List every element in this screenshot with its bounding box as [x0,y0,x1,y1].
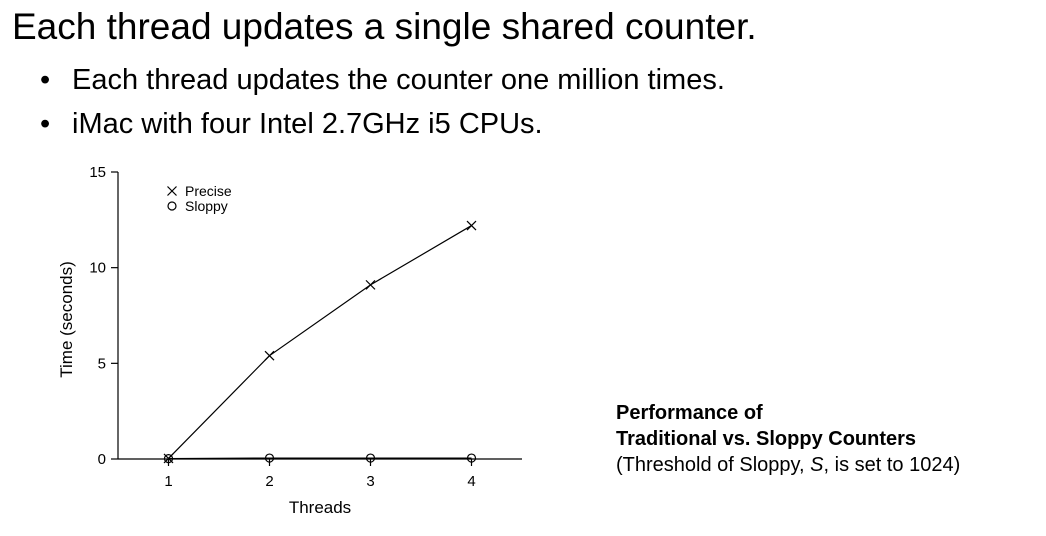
data-point-precise [365,279,376,290]
x-axis-title: Threads [289,498,351,517]
legend-marker-precise [167,186,177,196]
data-point-precise [264,350,275,361]
data-point-sloppy [264,453,275,463]
data-point-sloppy [365,453,376,463]
caption-note: (Threshold of Sloppy, S, is set to 1024) [616,452,960,478]
y-tick-label: 15 [89,164,106,181]
x-tick-label: 4 [467,473,475,490]
data-point-sloppy [163,454,174,464]
y-axis-title: Time (seconds) [57,261,76,378]
x-tick-label: 1 [164,473,172,490]
series-line-sloppy [168,457,472,460]
bullet-text: iMac with four Intel 2.7GHz i5 CPUs. [72,108,543,140]
caption-note-start: (Threshold of Sloppy, [616,454,811,476]
x-tick-label: 3 [366,473,374,490]
series-line-precise [168,225,472,459]
bullet-list: • Each thread updates the counter one mil… [40,58,725,146]
legend-label-precise: Precise [185,183,232,199]
legend-label-sloppy: Sloppy [185,198,228,214]
bullet-item: • iMac with four Intel 2.7GHz i5 CPUs. [40,102,725,146]
bullet-dot: • [40,64,51,96]
legend-marker-sloppy [167,201,177,211]
bullet-text: Each thread updates the counter one mill… [72,64,725,96]
y-tick-label: 10 [89,260,106,277]
data-point-precise [466,220,477,231]
slide-title: Each thread updates a single shared coun… [12,6,757,47]
bullet-item: • Each thread updates the counter one mil… [40,58,725,102]
counter-performance-chart: 0 5 10 15 1 2 3 4 Threads Time (seconds) PreciseSl… [57,164,522,517]
chart-caption: Performance of Traditional vs. Sloppy Co… [616,400,960,478]
caption-heading-line-2: Traditional vs. Sloppy Counters [616,428,917,450]
caption-note-end: , is set to 1024) [823,454,961,476]
data-point-sloppy [466,453,477,463]
caption-heading-line-1: Performance of [616,402,763,424]
threshold-symbol: S [810,454,824,476]
bullet-dot: • [40,108,51,140]
y-tick-label: 0 [98,451,106,468]
x-tick-label: 2 [265,473,273,490]
y-tick-label: 5 [98,355,106,372]
